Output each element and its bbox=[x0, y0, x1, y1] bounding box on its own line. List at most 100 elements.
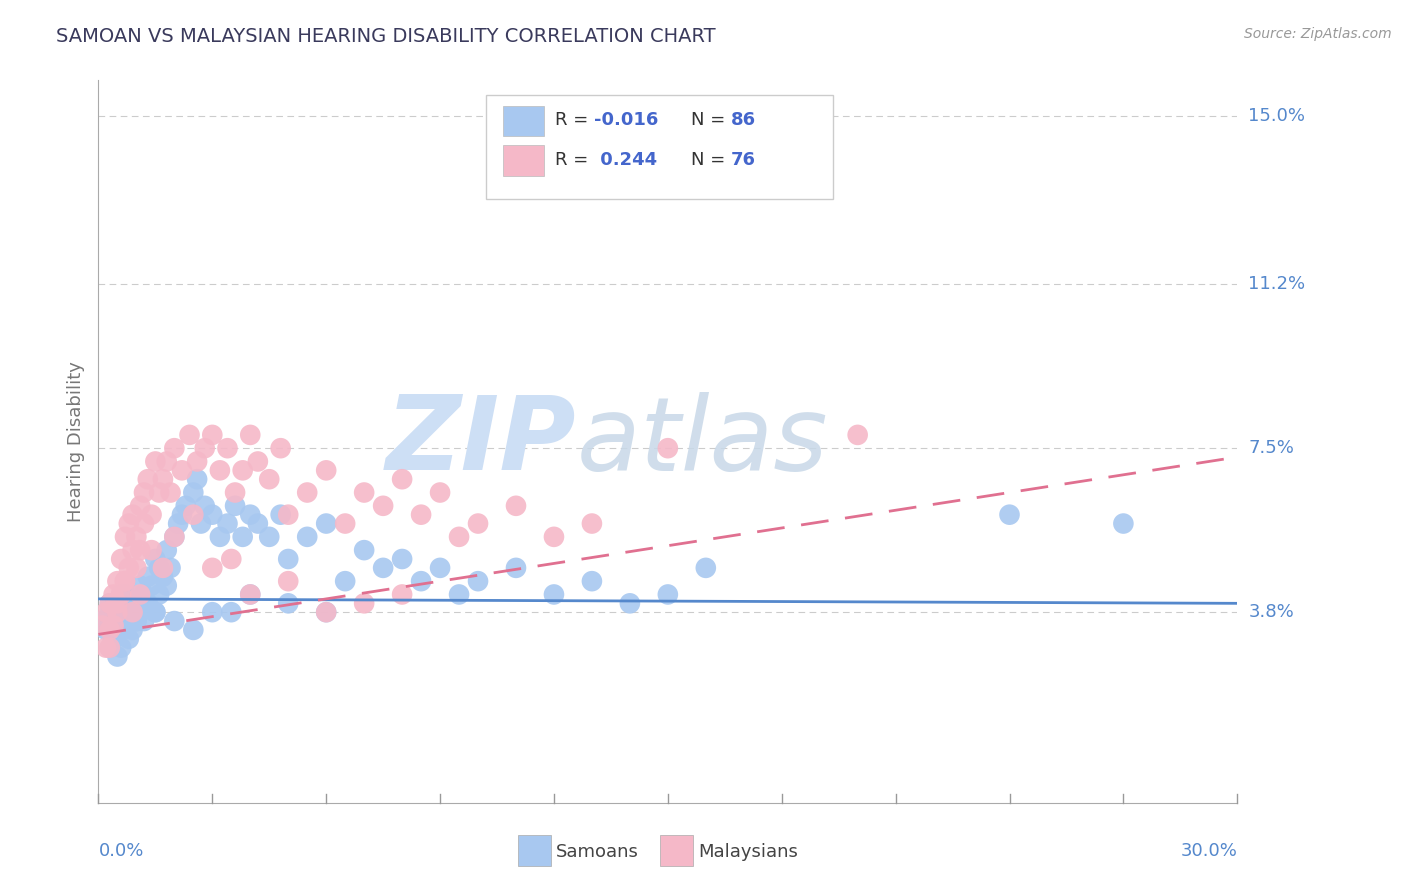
Point bbox=[232, 463, 254, 477]
Point bbox=[132, 587, 155, 601]
Text: Malaysians: Malaysians bbox=[699, 843, 799, 861]
Text: 15.0%: 15.0% bbox=[1249, 107, 1305, 125]
Point bbox=[221, 605, 243, 619]
Point bbox=[371, 499, 394, 513]
Point bbox=[391, 472, 413, 486]
Text: 3.8%: 3.8% bbox=[1249, 603, 1294, 621]
Point bbox=[163, 614, 186, 628]
Point bbox=[505, 499, 527, 513]
Point bbox=[183, 623, 205, 637]
Point bbox=[846, 428, 869, 442]
Point bbox=[174, 499, 197, 513]
FancyBboxPatch shape bbox=[503, 145, 544, 176]
Point bbox=[183, 508, 205, 522]
Point bbox=[224, 499, 246, 513]
Point bbox=[411, 508, 433, 522]
Point bbox=[335, 574, 357, 589]
Text: -0.016: -0.016 bbox=[593, 111, 658, 129]
Point bbox=[103, 618, 125, 632]
Point bbox=[449, 587, 471, 601]
Point bbox=[467, 574, 489, 589]
Point bbox=[136, 570, 159, 584]
Point bbox=[110, 640, 132, 655]
Point bbox=[246, 454, 269, 468]
Point bbox=[353, 485, 375, 500]
Point bbox=[129, 579, 152, 593]
Text: N =: N = bbox=[690, 151, 731, 169]
Point bbox=[543, 530, 565, 544]
Point bbox=[411, 574, 433, 589]
Point bbox=[107, 614, 129, 628]
Point bbox=[114, 618, 136, 632]
Point bbox=[145, 605, 167, 619]
Point bbox=[315, 516, 337, 531]
Point bbox=[543, 587, 565, 601]
Point bbox=[132, 485, 155, 500]
Point bbox=[107, 649, 129, 664]
Point bbox=[103, 587, 125, 601]
Point bbox=[159, 485, 181, 500]
Point bbox=[121, 508, 143, 522]
Text: 30.0%: 30.0% bbox=[1181, 842, 1237, 860]
Point bbox=[114, 530, 136, 544]
Point bbox=[239, 587, 262, 601]
Point bbox=[98, 623, 121, 637]
Point bbox=[103, 632, 125, 646]
Point bbox=[297, 485, 319, 500]
Point bbox=[239, 587, 262, 601]
Point bbox=[259, 530, 281, 544]
Point bbox=[467, 516, 489, 531]
Text: 0.0%: 0.0% bbox=[98, 842, 143, 860]
Text: N =: N = bbox=[690, 111, 731, 129]
Text: 0.244: 0.244 bbox=[593, 151, 657, 169]
Point bbox=[270, 508, 292, 522]
Point bbox=[246, 516, 269, 531]
Point bbox=[98, 640, 121, 655]
Point bbox=[94, 605, 117, 619]
Point bbox=[998, 508, 1021, 522]
Point bbox=[190, 516, 212, 531]
Point bbox=[129, 605, 152, 619]
Point bbox=[118, 632, 141, 646]
Point bbox=[152, 570, 174, 584]
Y-axis label: Hearing Disability: Hearing Disability bbox=[66, 361, 84, 522]
Point bbox=[297, 530, 319, 544]
Point bbox=[194, 499, 217, 513]
Point bbox=[657, 587, 679, 601]
Text: 76: 76 bbox=[731, 151, 755, 169]
Point bbox=[505, 561, 527, 575]
Point bbox=[163, 530, 186, 544]
Point bbox=[217, 441, 239, 455]
Text: ZIP: ZIP bbox=[387, 391, 576, 492]
Point bbox=[429, 485, 451, 500]
Point bbox=[217, 516, 239, 531]
Point bbox=[170, 508, 193, 522]
Point bbox=[125, 561, 148, 575]
FancyBboxPatch shape bbox=[485, 95, 832, 200]
Point bbox=[136, 596, 159, 610]
FancyBboxPatch shape bbox=[659, 835, 693, 866]
Point bbox=[98, 640, 121, 655]
Point bbox=[103, 618, 125, 632]
Point bbox=[129, 543, 152, 558]
Point bbox=[107, 605, 129, 619]
Point bbox=[148, 485, 170, 500]
Point bbox=[449, 530, 471, 544]
Point bbox=[114, 587, 136, 601]
Point bbox=[277, 574, 299, 589]
Point bbox=[277, 596, 299, 610]
Text: R =: R = bbox=[555, 151, 595, 169]
Point bbox=[239, 428, 262, 442]
Point bbox=[353, 596, 375, 610]
Point bbox=[118, 605, 141, 619]
Point bbox=[103, 605, 125, 619]
Point bbox=[94, 623, 117, 637]
Point bbox=[391, 552, 413, 566]
Point bbox=[201, 428, 224, 442]
Point bbox=[107, 596, 129, 610]
Point bbox=[121, 543, 143, 558]
Point bbox=[315, 605, 337, 619]
Point bbox=[429, 561, 451, 575]
Point bbox=[581, 516, 603, 531]
Point bbox=[232, 530, 254, 544]
